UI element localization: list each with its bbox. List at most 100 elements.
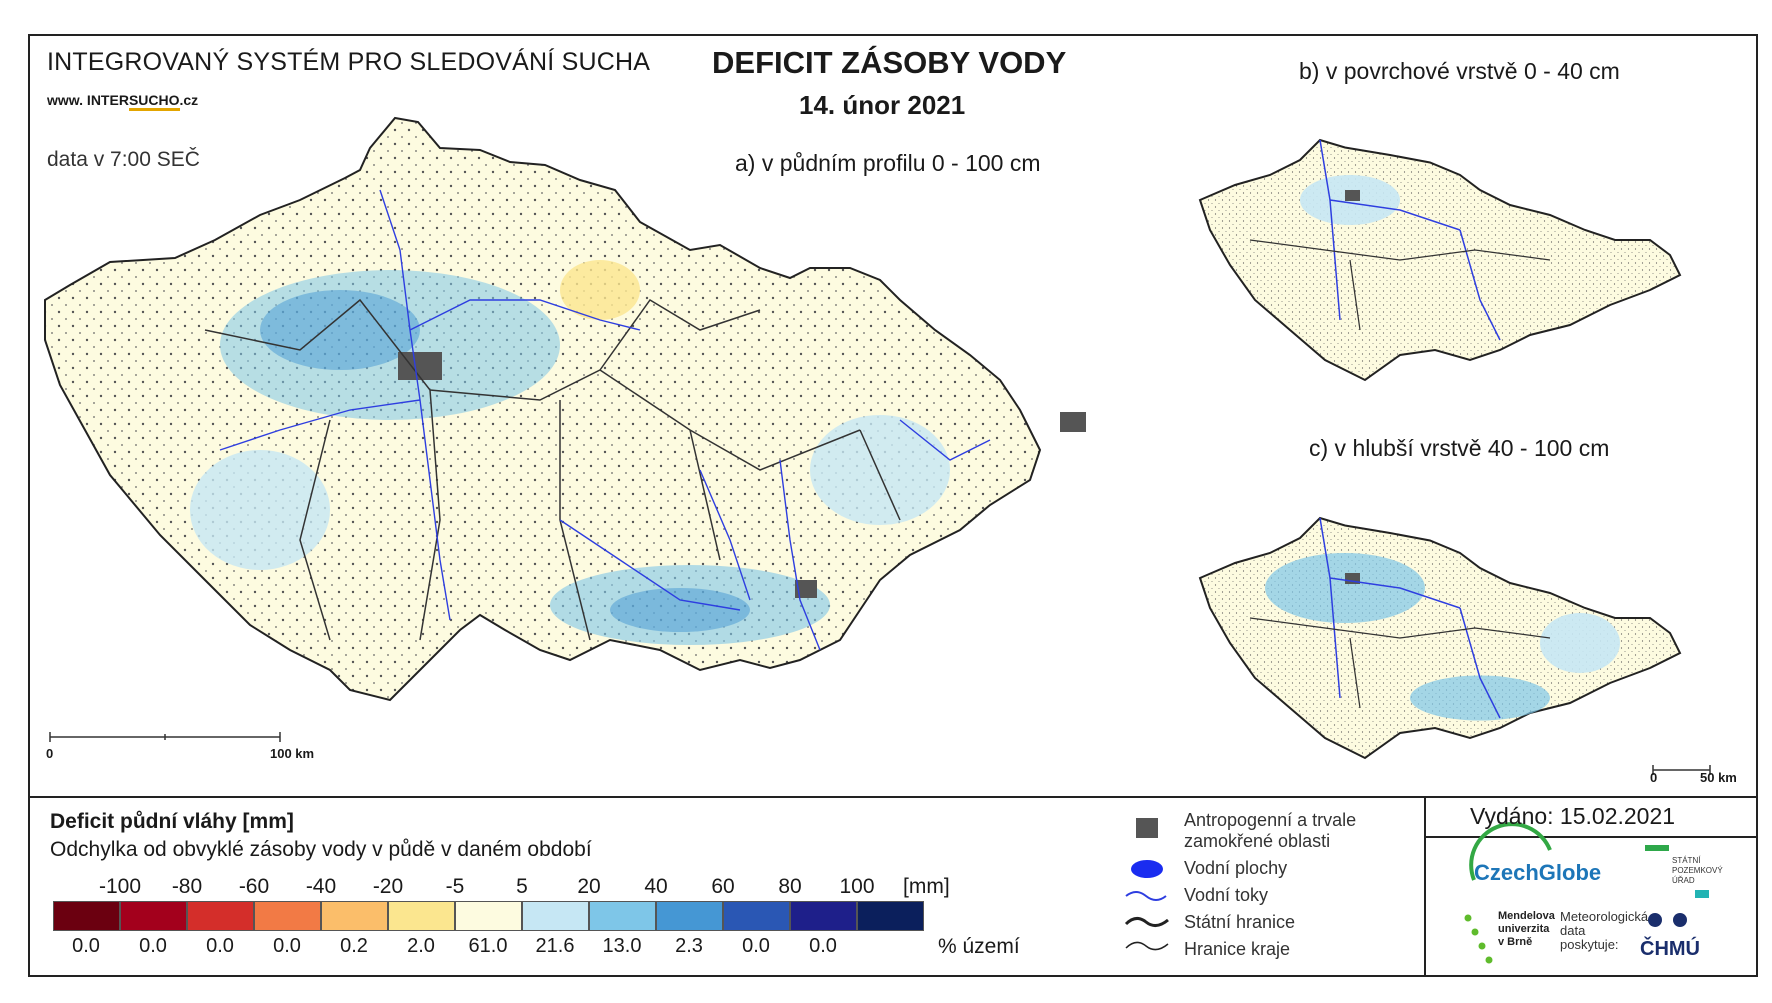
chmu-mark [1648,913,1662,927]
legend-tick: 5 [516,875,528,898]
czechglobe-logo-arc [1469,822,1552,881]
website-suffix: .cz [179,92,199,108]
legend-tick: 80 [778,875,802,898]
scale-bar [49,732,281,742]
country-outline [44,116,1042,702]
meteo-line: Meteorologická [1560,909,1649,924]
legend-percentage: 13.0 [602,935,642,957]
scale-small-start: 0 [1650,770,1658,785]
percent-label: % území [938,935,1020,958]
legend-percentage: 0.0 [139,935,167,957]
wet-area [190,450,330,570]
river-label: Vodní toky [1184,885,1269,905]
region-border-symbol [1125,941,1169,951]
wet-area [810,415,950,525]
legend-tick: -5 [445,875,465,898]
figure-frame [28,34,1758,977]
region-border-label: Hranice kraje [1184,939,1291,959]
map-c [1198,516,1682,760]
map-a-title: a) v půdním profilu 0 - 100 cm [735,150,1041,176]
divider [1424,798,1426,977]
legend-percentage: 2.0 [407,935,435,957]
mendel-dot [1464,914,1472,922]
mendel-line: v Brně [1498,936,1533,948]
mendel-dot [1478,942,1486,950]
scale-start: 0 [46,746,54,761]
legend-percentage: 21.6 [535,935,575,957]
state-border-label: Státní hranice [1184,912,1296,932]
map-c-title: c) v hlubší vrstvě 40 - 100 cm [1309,435,1610,461]
spu-line: POZEMKOVÝ [1672,866,1723,875]
legend-percentage: 0.0 [72,935,100,957]
scale-bar-small [1652,765,1711,775]
legend-swatch [723,901,790,931]
legend-percentage: 0.2 [340,935,368,957]
legend-title: Deficit půdní vláhy [mm] [50,810,294,833]
spu-line: ÚŘAD [1672,876,1695,885]
legend-swatch [187,901,254,931]
wet-area [260,290,420,370]
urban-label-1: Antropogenní a trvale [1184,810,1357,830]
map-b-title: b) v povrchové vrstvě 0 - 40 cm [1299,58,1620,84]
website-highlight: SUCHO [128,92,180,111]
river-symbol [1125,891,1167,901]
spu-logo-mark2 [1695,890,1709,898]
legend-percentage: 2.3 [675,935,703,957]
legend-tick: -80 [171,875,203,898]
data-time: data v 7:00 SEČ [47,148,200,171]
legend-unit: [mm] [903,875,950,898]
legend-subtitle: Odchylka od obvyklé zásoby vody v půdě v… [50,838,592,861]
scale-small-end: 50 km [1700,770,1737,785]
legend-swatch [388,901,455,931]
website-prefix: www. INTER [47,92,129,108]
legend-swatch [656,901,723,931]
water-label: Vodní plochy [1184,858,1288,878]
legend-tick: -60 [238,875,270,898]
main-title: DEFICIT ZÁSOBY VODY [712,45,1067,80]
legend-swatch [790,901,857,931]
divider [28,796,1758,798]
legend-tick: 60 [711,875,735,898]
system-title: INTEGROVANÝ SYSTÉM PRO SLEDOVÁNÍ SUCHA [47,48,651,76]
legend-swatch [120,901,187,931]
legend-tick: 40 [644,875,668,898]
legend-percentage: 0.0 [206,935,234,957]
legend-tick: 100 [839,875,875,898]
wet-area [610,588,750,632]
urban-symbol [1136,818,1158,838]
mendel-line: univerzita [1498,923,1550,935]
issued-date: Vydáno: 15.02.2021 [1470,803,1676,829]
chmu-logo: ČHMÚ [1640,938,1700,960]
scale-end: 100 km [270,746,315,761]
chmu-mark [1673,913,1687,927]
legend-swatch [455,901,522,931]
city-area [795,580,817,598]
czechglobe-logo: CzechGlobe [1474,860,1602,885]
spu-logo: STÁTNÍ POZEMKOVÝ ÚŘAD [1672,856,1723,886]
mendel-dot [1471,928,1479,936]
rivers [219,189,991,651]
legend-percentage: 0.0 [273,935,301,957]
legend-percentage: 0.0 [809,935,837,957]
mendel-dot [1485,956,1493,964]
city-area [1060,412,1086,432]
legend-swatch [53,901,120,931]
map-a [44,116,1086,742]
water-symbol [1131,860,1163,878]
state-border-symbol [1124,917,1169,927]
map-b [1198,138,1682,382]
legend-swatch [254,901,321,931]
spu-line: STÁTNÍ [1672,856,1701,865]
website: www. INTERSUCHO.cz [47,92,199,111]
date: 14. únor 2021 [799,90,966,120]
divider [1426,836,1758,838]
legend-swatch [857,901,924,931]
mendel-logo: Mendelova univerzita v Brně [1498,910,1555,949]
meteo-line: poskytuje: [1560,937,1619,952]
legend-percentage: 0.0 [742,935,770,957]
city-area [398,352,442,380]
legend-tick: -40 [305,875,337,898]
urban-label-2: zamokřené oblasti [1184,831,1331,851]
legend-tick: -100 [98,875,142,898]
